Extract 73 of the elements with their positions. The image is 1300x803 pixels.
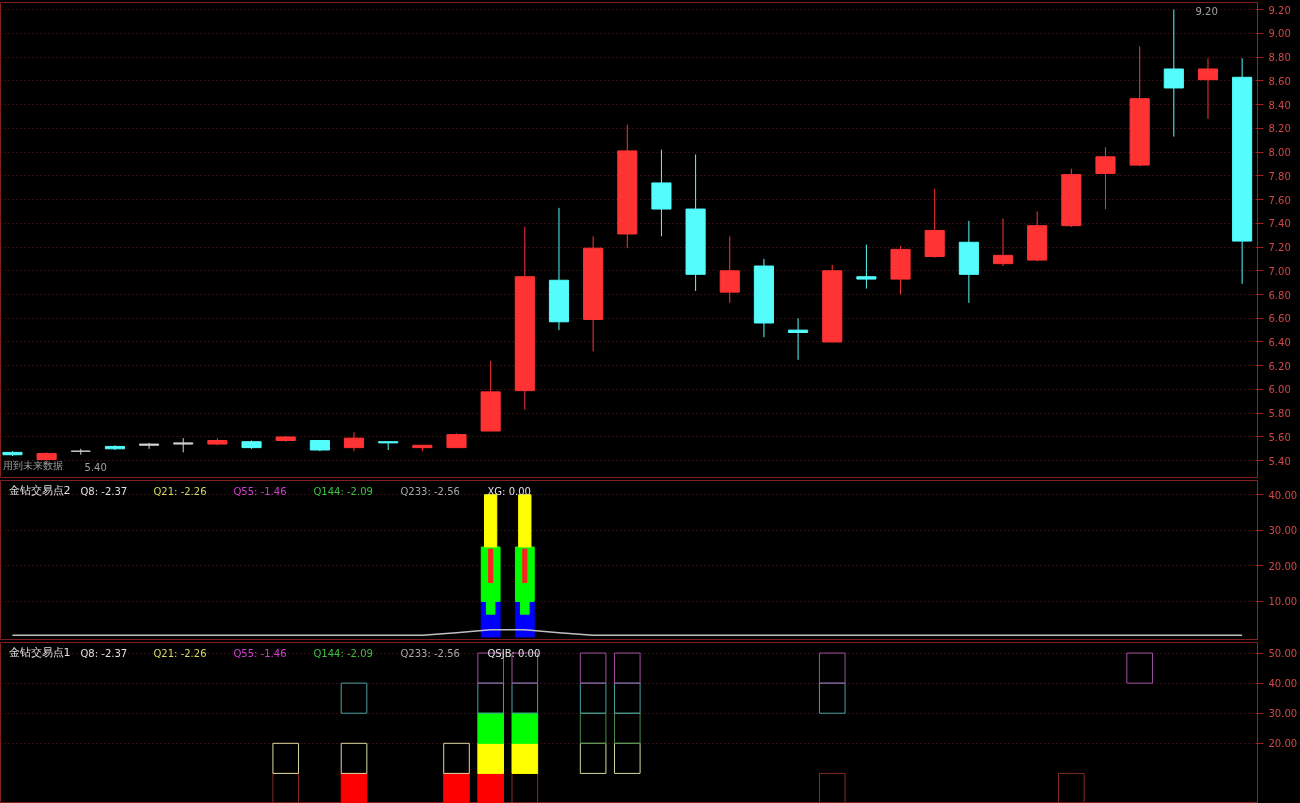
bar xyxy=(340,682,368,714)
bar xyxy=(1126,652,1153,684)
y-tick-label: 5.40 xyxy=(1268,455,1291,467)
bar xyxy=(477,742,504,774)
y-tick-label: 7.80 xyxy=(1268,170,1291,182)
bar xyxy=(613,652,641,684)
annotation: 9.20 xyxy=(1195,5,1218,17)
y-tick-label: 7.60 xyxy=(1268,194,1291,206)
y-tick-label: 7.20 xyxy=(1268,242,1291,254)
annotation: Q8: -2.37 xyxy=(80,647,128,659)
bar xyxy=(477,712,504,744)
y-tick-label: 20.00 xyxy=(1268,560,1298,572)
annotation: Q55: -1.46 xyxy=(233,485,287,497)
candlestick xyxy=(343,431,365,452)
annotation: QSJB: 0.00 xyxy=(487,647,541,659)
annotation: Q144: -2.09 xyxy=(313,485,373,497)
y-tick-label: 7.00 xyxy=(1268,265,1291,277)
bar xyxy=(484,494,498,548)
candlestick xyxy=(1197,57,1219,120)
y-tick-label: 30.00 xyxy=(1268,708,1298,720)
y-tick-label: 8.80 xyxy=(1268,52,1291,64)
candlestick xyxy=(1163,9,1184,138)
y-tick-label: 8.40 xyxy=(1268,99,1291,111)
candlestick xyxy=(139,442,160,450)
y-tick-label: 8.20 xyxy=(1268,123,1291,135)
y-tick-label: 6.20 xyxy=(1268,360,1291,372)
bar xyxy=(488,548,494,584)
bar xyxy=(340,772,368,803)
y-tick-label: 40.00 xyxy=(1268,678,1298,690)
bar xyxy=(443,742,470,774)
annotation: Q21: -2.26 xyxy=(153,485,207,497)
candlestick xyxy=(1095,146,1116,210)
bar xyxy=(511,712,539,744)
chart-title: 金钻交易点1 xyxy=(8,645,71,659)
annotation: Q55: -1.46 xyxy=(233,647,287,659)
candlestick xyxy=(856,244,877,290)
bar xyxy=(518,494,532,548)
bar xyxy=(579,652,607,684)
y-tick-label: 7.40 xyxy=(1268,218,1291,230)
annotation: Q21: -2.26 xyxy=(153,647,207,659)
bar xyxy=(340,742,368,774)
annotation: 用到未来数据 xyxy=(2,459,63,471)
bar xyxy=(272,742,300,774)
bar xyxy=(443,772,470,803)
bar xyxy=(511,742,539,774)
y-tick-label: 8.00 xyxy=(1268,147,1291,159)
y-tick-label: 30.00 xyxy=(1268,525,1298,537)
bar xyxy=(522,548,528,584)
y-tick-label: 5.60 xyxy=(1268,431,1291,443)
y-tick-label: 6.00 xyxy=(1268,384,1291,396)
annotation: 5.40 xyxy=(84,461,107,473)
annotation: Q233: -2.56 xyxy=(400,485,460,497)
bar xyxy=(477,772,504,803)
y-tick-label: 9.00 xyxy=(1268,28,1291,40)
annotation: Q8: -2.37 xyxy=(80,485,128,497)
y-tick-label: 20.00 xyxy=(1268,738,1298,750)
y-tick-label: 6.60 xyxy=(1268,313,1291,325)
candlestick xyxy=(719,235,740,304)
y-tick-label: 5.80 xyxy=(1268,408,1291,420)
bar xyxy=(818,652,846,684)
y-tick-label: 9.20 xyxy=(1268,4,1291,16)
y-tick-label: 6.80 xyxy=(1268,289,1291,301)
candlestick xyxy=(992,218,1014,267)
annotation: Q233: -2.56 xyxy=(400,647,460,659)
y-tick-label: 10.00 xyxy=(1268,596,1298,608)
chart-title: 金钻交易点2 xyxy=(8,483,71,497)
annotation: XG: 0.00 xyxy=(487,485,531,497)
annotation: Q144: -2.09 xyxy=(313,647,373,659)
y-tick-label: 8.60 xyxy=(1268,75,1291,87)
candlestick xyxy=(788,317,809,361)
y-tick-label: 6.40 xyxy=(1268,336,1291,348)
y-tick-label: 50.00 xyxy=(1268,648,1298,660)
y-tick-label: 40.00 xyxy=(1268,489,1298,501)
